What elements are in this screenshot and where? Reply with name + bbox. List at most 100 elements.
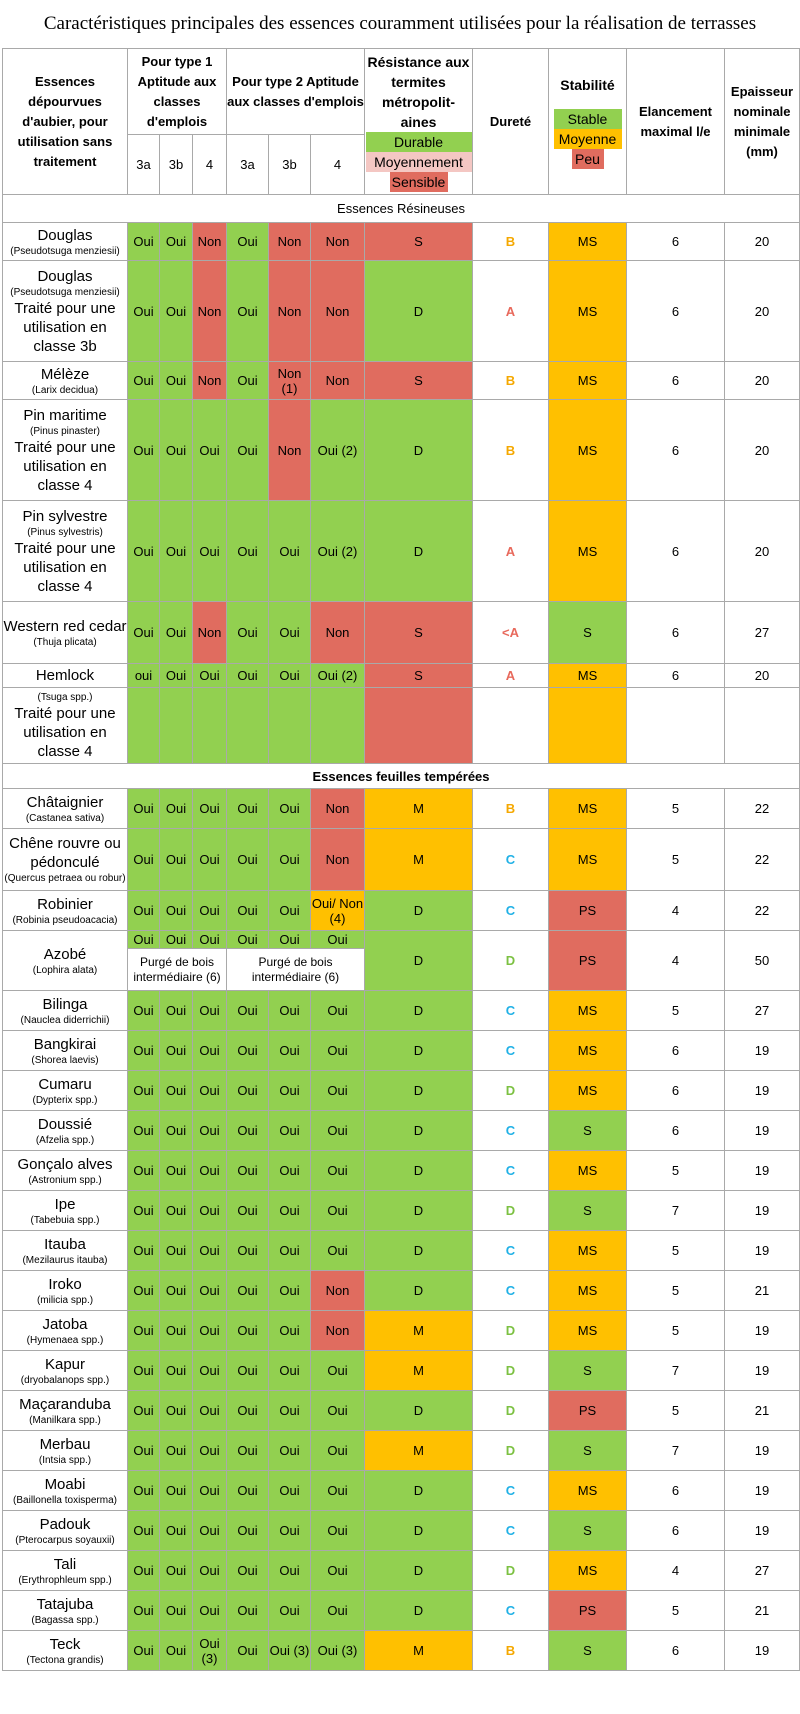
aptitude-cell: Oui bbox=[310, 990, 365, 1031]
aptitude-cell: Oui bbox=[159, 663, 193, 688]
termite-resistance: S bbox=[364, 601, 473, 664]
species-name: Tali bbox=[53, 1555, 77, 1573]
aptitude-cell: Oui bbox=[127, 1030, 160, 1071]
termite-resistance: D bbox=[364, 1470, 473, 1511]
termite-resistance: D bbox=[364, 260, 473, 362]
aptitude-value: Oui bbox=[133, 1243, 154, 1258]
aptitude-cell: Oui bbox=[268, 1590, 311, 1631]
aptitude-cell: Oui bbox=[268, 1270, 311, 1311]
aptitude-value: Oui bbox=[165, 442, 187, 458]
aptitude-cell: Oui bbox=[159, 1350, 193, 1391]
slenderness: 5 bbox=[626, 990, 725, 1031]
aptitude-cell: Oui bbox=[127, 1550, 160, 1591]
aptitude-value: Oui (2) bbox=[317, 668, 358, 683]
aptitude-cell: Oui bbox=[268, 1470, 311, 1511]
aptitude-cell: Non bbox=[268, 399, 311, 501]
species-name: Cumaru bbox=[38, 1075, 92, 1093]
aptitude-cell: Oui bbox=[310, 1230, 365, 1271]
aptitude-cell: Oui bbox=[192, 990, 227, 1031]
aptitude-value: Oui bbox=[327, 1203, 348, 1218]
termite-resistance: S bbox=[364, 222, 473, 261]
species-name-cell: Kapur (dryobalanops spp.) bbox=[2, 1350, 128, 1391]
aptitude-cell: Oui bbox=[310, 1430, 365, 1471]
table-row: Azobé (Lophira alata) Oui Oui Oui Oui Oui Oui D D… bbox=[2, 930, 800, 991]
aptitude-cell: Oui bbox=[268, 930, 311, 949]
table-row: Maçaranduba (Manilkara spp.) Oui Oui Oui Oui O… bbox=[2, 1390, 800, 1431]
purge-text: Purgé de bois intermédiaire (6) bbox=[133, 954, 221, 984]
aptitude-cell: Oui bbox=[127, 1310, 160, 1351]
stability: S bbox=[548, 1430, 627, 1471]
aptitude-value: Oui bbox=[279, 903, 300, 918]
slenderness: 6 bbox=[626, 1630, 725, 1671]
aptitude-cell: Oui bbox=[226, 361, 269, 400]
species-latin: (Lophira alata) bbox=[32, 964, 98, 976]
stability: MS bbox=[548, 361, 627, 400]
aptitude-value: Oui bbox=[199, 1283, 220, 1298]
hardness-grade: D bbox=[505, 1323, 516, 1338]
aptitude-cell: Oui bbox=[192, 1270, 227, 1311]
slenderness: 5 bbox=[626, 828, 725, 891]
min-thickness: 20 bbox=[724, 260, 800, 362]
species-name: Gonçalo alves bbox=[17, 1155, 113, 1173]
header-resistance: Résistance aux termites métropolit-aines… bbox=[364, 48, 473, 195]
aptitude-value: Oui bbox=[199, 1603, 220, 1618]
species-name: Iroko bbox=[48, 1275, 82, 1293]
aptitude-value: Oui bbox=[199, 543, 220, 559]
min-thickness: 19 bbox=[724, 1110, 800, 1151]
aptitude-cell: Oui bbox=[226, 1070, 269, 1111]
hardness: C bbox=[472, 1510, 549, 1551]
species-latin: (Quercus petraea ou robur) bbox=[4, 873, 126, 884]
hardness-grade: C bbox=[505, 1523, 516, 1538]
aptitude-value: Non bbox=[197, 303, 222, 319]
aptitude-cell: Oui bbox=[127, 399, 160, 501]
aptitude-cell: Oui bbox=[268, 1110, 311, 1151]
aptitude-value: Oui bbox=[327, 1083, 348, 1098]
aptitude-cell: Oui bbox=[310, 1550, 365, 1591]
species-name-cell: Châtaignier (Castanea sativa) bbox=[2, 788, 128, 829]
aptitude-value: Non bbox=[325, 852, 350, 867]
class-3b: 3b bbox=[159, 134, 193, 195]
species-name: Padouk bbox=[39, 1515, 91, 1533]
slenderness: 4 bbox=[626, 890, 725, 931]
aptitude-value: Oui bbox=[165, 625, 187, 640]
slenderness: 6 bbox=[626, 1030, 725, 1071]
species-latin: (Tsuga spp.) bbox=[37, 691, 93, 703]
header-row: Essences dépourvues d'aubier, pour utili… bbox=[2, 48, 800, 195]
hardness-grade: B bbox=[505, 373, 516, 388]
aptitude-cell: Non bbox=[192, 260, 227, 362]
species-name: Itauba bbox=[44, 1235, 86, 1253]
stability: MS bbox=[548, 990, 627, 1031]
hardness-grade: B bbox=[505, 442, 516, 458]
aptitude-value: Oui bbox=[165, 1363, 187, 1378]
species-name-cell: Mélèze (Larix decidua) bbox=[2, 361, 128, 400]
slenderness: 4 bbox=[626, 1550, 725, 1591]
hardness-grade: A bbox=[505, 543, 516, 559]
stability-empty bbox=[548, 687, 627, 764]
species-latin: (milicia spp.) bbox=[36, 1294, 94, 1306]
aptitude-value: Oui bbox=[237, 1043, 258, 1058]
stability: MS bbox=[548, 260, 627, 362]
termite-resistance: D bbox=[364, 1550, 473, 1591]
purge-note-type2: Purgé de bois intermédiaire (6) bbox=[226, 948, 365, 991]
species-latin: (Mezilaurus itauba) bbox=[22, 1254, 108, 1266]
species-latin: (Robinia pseudoacacia) bbox=[12, 914, 118, 926]
aptitude-value: Oui bbox=[165, 1603, 187, 1618]
class-3a: 3a bbox=[226, 134, 269, 195]
aptitude-value: Oui bbox=[237, 543, 258, 559]
species-name-cell: Ipe (Tabebuia spp.) bbox=[2, 1190, 128, 1231]
aptitude-cell: Oui (3) bbox=[192, 1630, 227, 1671]
aptitude-value: Oui bbox=[165, 903, 187, 918]
aptitude-value: Oui bbox=[199, 668, 220, 683]
aptitude-cell: Oui bbox=[127, 828, 160, 891]
aptitude-cell: Oui bbox=[192, 1190, 227, 1231]
stability: MS bbox=[548, 828, 627, 891]
aptitude-value: Oui bbox=[237, 1243, 258, 1258]
aptitude-value: Oui bbox=[199, 1483, 220, 1498]
aptitude-cell: Oui (2) bbox=[310, 500, 365, 602]
stability: S bbox=[548, 1350, 627, 1391]
aptitude-cell: Oui bbox=[127, 1630, 160, 1671]
species-latin: (Pinus pinaster) bbox=[29, 425, 101, 437]
hardness: D bbox=[472, 1430, 549, 1471]
aptitude-value: Oui bbox=[165, 1043, 187, 1058]
